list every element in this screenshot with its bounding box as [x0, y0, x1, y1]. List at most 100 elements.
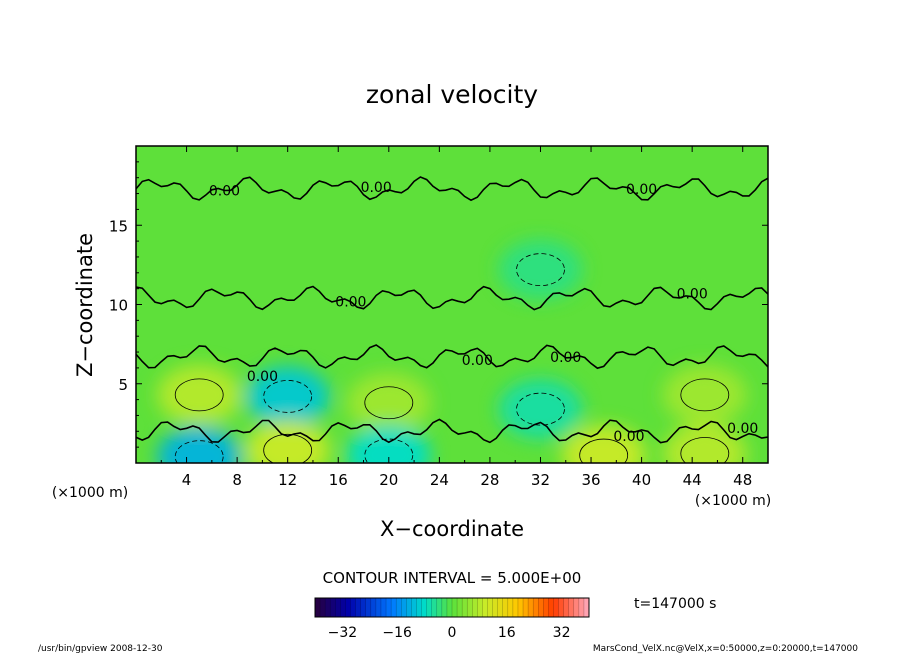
velocity-feature-6	[245, 420, 330, 463]
colorbar-cell	[502, 598, 509, 617]
contour-label-9: 0.00	[727, 421, 758, 437]
colorbar-cell	[431, 598, 438, 617]
colorbar-cell	[421, 598, 428, 617]
velocity-feature-5	[157, 426, 242, 463]
contour-line-zero-0	[136, 176, 768, 202]
colorbar	[314, 597, 590, 618]
colorbar-cell	[401, 598, 407, 617]
x-tick-label-6: 28	[480, 471, 499, 489]
colorbar-tick-label-3: 16	[498, 625, 516, 641]
contour-line-zero-1	[136, 285, 768, 311]
colorbar-cell	[325, 598, 331, 617]
colorbar-tick-labels: −32 −16 0 16 32	[328, 625, 571, 641]
thin-contour-lines	[174, 253, 730, 463]
feature-contour-4	[680, 378, 730, 412]
feature-contour-2	[364, 386, 414, 420]
contour-interval-label: CONTOUR INTERVAL = 5.000E+00	[323, 569, 582, 587]
colorbar-cell	[568, 598, 575, 617]
colorbar-cell	[548, 598, 554, 617]
colorbar-cell	[538, 598, 544, 617]
colorbar-tick-label-0: −32	[328, 625, 358, 641]
x-tick-label-4: 20	[379, 471, 398, 489]
contour-labels: 0.00 0.00 0.00 0.00 0.00 0.00 0.00 0.00 0.00 0.00	[209, 180, 758, 445]
colorbar-cell	[380, 598, 387, 617]
x-axis-unit-left: (×1000 m)	[52, 485, 128, 501]
footer-left: /usr/bin/gpview 2008-12-30	[38, 644, 163, 654]
colorbar-cell	[528, 598, 534, 617]
colorbar-cell	[467, 598, 473, 617]
feature-contour-6	[263, 433, 313, 463]
colorbar-cell	[457, 598, 463, 617]
colorbar-cell	[477, 598, 483, 617]
colorbar-frame	[314, 597, 590, 618]
colorbar-cell	[553, 598, 559, 617]
colorbar-cell	[507, 598, 514, 617]
colorbar-cell	[517, 598, 524, 617]
contour-line-zero-2	[136, 344, 768, 370]
feature-contour-8	[579, 438, 629, 463]
contour-label-4: 0.00	[677, 286, 708, 302]
colorbar-cell	[345, 598, 351, 617]
contour-lines	[136, 176, 768, 444]
colorbar-cell	[482, 598, 488, 617]
colorbar-cell	[320, 598, 326, 617]
x-tick-label-5: 24	[430, 471, 449, 489]
y-axis-ticks: 5 10 15	[109, 161, 768, 448]
colorbar-cell	[391, 598, 397, 617]
colorbar-cell	[446, 598, 453, 617]
colorbar-tick-label-2: 0	[448, 625, 457, 641]
footer-right: MarsCond_VelX.nc@VelX,x=0:50000,z=0:2000…	[593, 644, 858, 654]
colorbar-cell	[350, 598, 356, 617]
colorbar-cell	[543, 598, 549, 617]
colorbar-cell	[315, 598, 321, 617]
colorbar-cell	[497, 598, 504, 617]
colorbar-cell	[406, 598, 412, 617]
x-axis-ticks: 4 8 12 16 20 24 28 32 36 40 44 48	[160, 146, 752, 489]
feature-contour-0	[174, 378, 224, 412]
colorbar-cell	[441, 598, 448, 617]
colorbar-cell	[452, 598, 458, 617]
velocity-feature-10	[498, 239, 583, 300]
velocity-feature-2	[346, 372, 431, 433]
y-tick-label-2: 15	[109, 217, 128, 235]
velocity-feature-4	[662, 364, 747, 425]
colorbar-cell	[563, 598, 570, 617]
velocity-feature-7	[346, 425, 431, 463]
x-tick-label-7: 32	[531, 471, 550, 489]
feature-contour-5	[174, 440, 224, 463]
contour-label-2: 0.00	[626, 182, 657, 198]
feature-contour-9	[680, 437, 730, 463]
colorbar-cell	[396, 598, 402, 617]
colorbar-cell	[340, 598, 346, 617]
colorbar-cell	[472, 598, 478, 617]
contour-label-0: 0.00	[209, 183, 240, 199]
colorbar-tick-label-4: 32	[553, 625, 571, 641]
colorbar-cell	[573, 598, 580, 617]
colorbar-cell	[558, 598, 565, 617]
colorbar-cell	[355, 598, 362, 617]
colorbar-tick-label-1: −16	[382, 625, 412, 641]
feature-contour-7	[364, 438, 414, 463]
x-tick-label-0: 4	[182, 471, 192, 489]
colorbar-cell	[386, 598, 392, 617]
x-tick-label-8: 36	[581, 471, 600, 489]
colorbar-cell	[360, 598, 367, 617]
contour-label-8: 0.00	[613, 429, 644, 445]
contour-line-zero-3	[136, 418, 768, 444]
colorbar-cell	[523, 598, 529, 617]
y-axis-label: Z−coordinate	[73, 233, 97, 377]
contour-label-5: 0.00	[462, 353, 493, 369]
colorbar-cell	[426, 598, 433, 617]
x-tick-label-1: 8	[232, 471, 242, 489]
plot-area: 0.00 0.00 0.00 0.00 0.00 0.00 0.00 0.00 0.00 0.00	[136, 146, 768, 463]
feature-contour-1	[263, 380, 313, 413]
x-tick-label-10: 44	[683, 471, 702, 489]
colorbar-cell	[330, 598, 336, 617]
velocity-feature-3	[498, 379, 583, 440]
x-tick-label-11: 48	[733, 471, 752, 489]
plot-background	[136, 146, 768, 463]
x-axis-label: X−coordinate	[380, 517, 524, 541]
colorbar-cell	[578, 598, 585, 617]
colorbar-cell	[416, 598, 422, 617]
